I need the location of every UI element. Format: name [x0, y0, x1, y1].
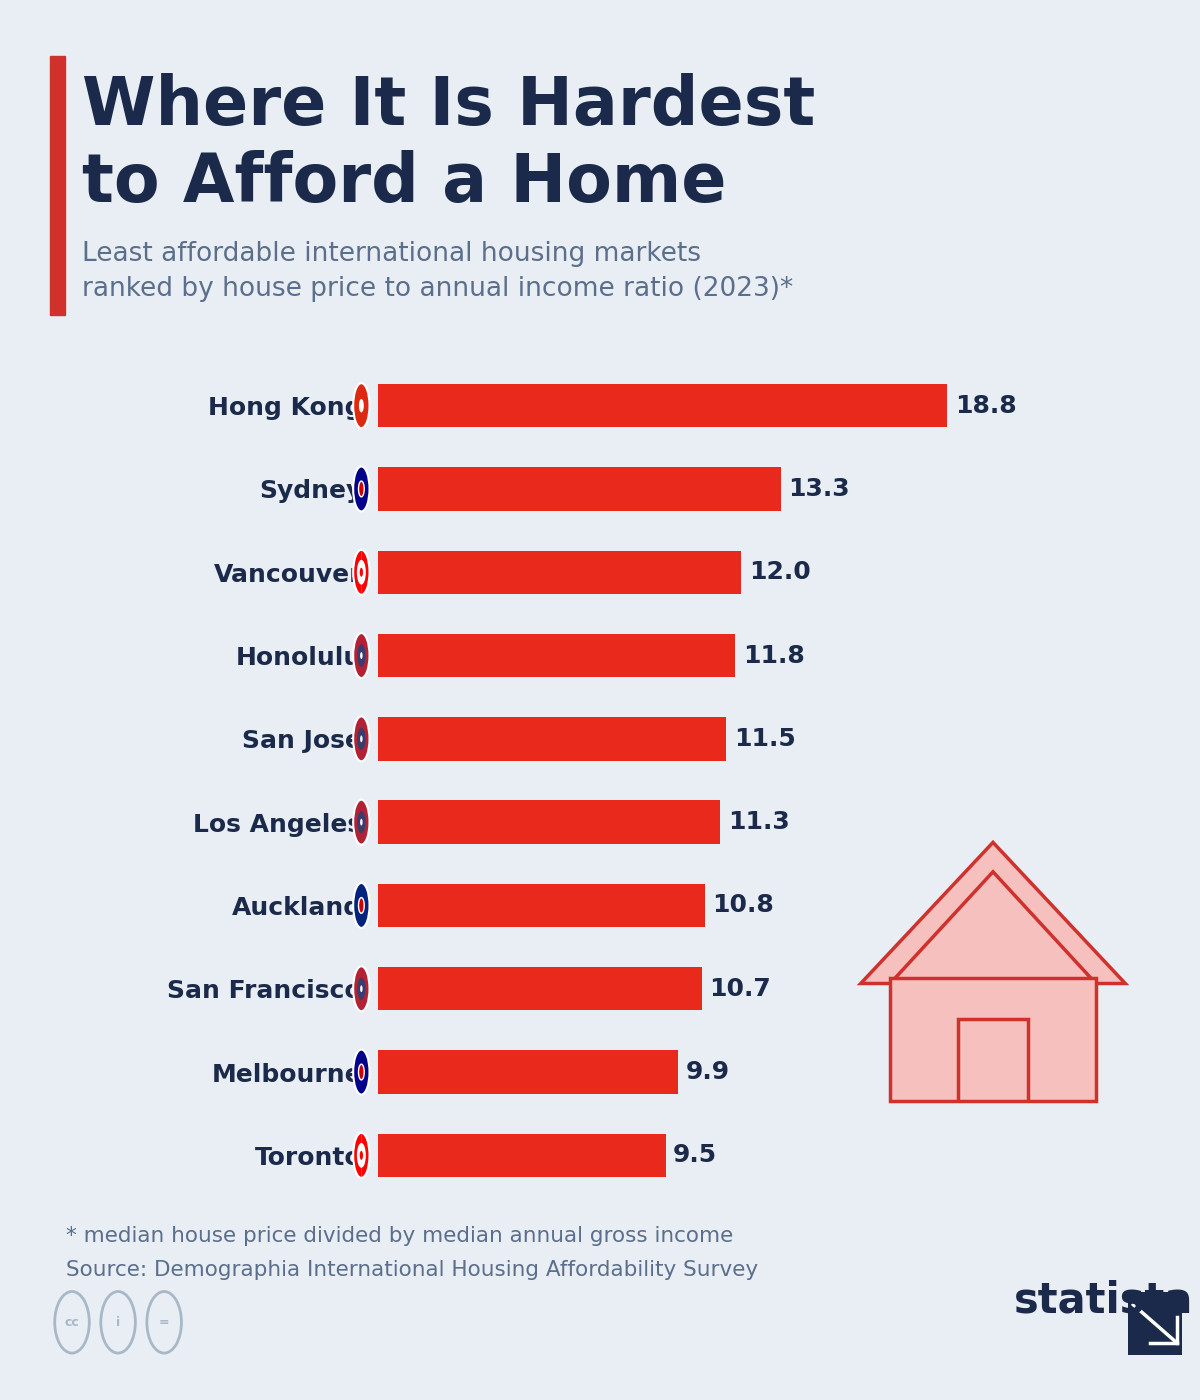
Text: ranked by house price to annual income ratio (2023)*: ranked by house price to annual income r…: [82, 276, 793, 302]
Circle shape: [353, 883, 370, 928]
Circle shape: [358, 977, 366, 1000]
Bar: [378, 883, 704, 927]
Text: 11.8: 11.8: [743, 644, 804, 668]
Circle shape: [359, 1064, 365, 1079]
Text: 18.8: 18.8: [955, 393, 1016, 417]
Wedge shape: [353, 550, 361, 595]
Text: 9.9: 9.9: [685, 1060, 730, 1084]
Text: cc: cc: [65, 1316, 79, 1329]
Circle shape: [356, 1142, 366, 1168]
Text: i: i: [116, 1316, 120, 1329]
Circle shape: [360, 652, 362, 659]
Text: to Afford a Home: to Afford a Home: [82, 150, 726, 216]
Circle shape: [353, 717, 370, 762]
Circle shape: [360, 568, 362, 577]
Circle shape: [353, 966, 370, 1011]
Circle shape: [359, 482, 365, 497]
Text: 11.3: 11.3: [727, 811, 790, 834]
Bar: [378, 1050, 678, 1093]
Circle shape: [360, 819, 362, 826]
Text: 10.8: 10.8: [713, 893, 774, 917]
Text: statista: statista: [1014, 1280, 1193, 1322]
Bar: [378, 634, 736, 678]
Circle shape: [358, 811, 366, 833]
Wedge shape: [353, 1133, 361, 1177]
Circle shape: [353, 633, 370, 678]
Circle shape: [359, 897, 365, 913]
Bar: [378, 550, 742, 594]
Text: Source: Demographia International Housing Affordability Survey: Source: Demographia International Housin…: [66, 1260, 758, 1280]
Bar: [378, 1134, 666, 1177]
Polygon shape: [890, 977, 1096, 1100]
Circle shape: [360, 1151, 362, 1159]
Circle shape: [358, 728, 366, 750]
Circle shape: [358, 644, 366, 666]
Text: 9.5: 9.5: [673, 1144, 718, 1168]
Wedge shape: [361, 550, 370, 595]
Circle shape: [360, 986, 362, 993]
Circle shape: [353, 1050, 370, 1095]
Text: * median house price divided by median annual gross income: * median house price divided by median a…: [66, 1226, 733, 1246]
Text: Where It Is Hardest: Where It Is Hardest: [82, 73, 815, 139]
Text: 13.3: 13.3: [788, 477, 850, 501]
Circle shape: [353, 799, 370, 844]
Bar: [378, 717, 726, 760]
Text: 10.7: 10.7: [709, 977, 772, 1001]
Wedge shape: [361, 1133, 370, 1177]
Circle shape: [353, 384, 370, 428]
Bar: [378, 967, 702, 1011]
Circle shape: [356, 560, 366, 585]
Polygon shape: [860, 843, 1126, 983]
Text: Least affordable international housing markets: Least affordable international housing m…: [82, 241, 701, 267]
Circle shape: [359, 399, 364, 413]
Text: 12.0: 12.0: [749, 560, 810, 584]
Text: 11.5: 11.5: [733, 727, 796, 750]
Text: =: =: [158, 1316, 169, 1329]
Bar: [378, 384, 947, 427]
Circle shape: [360, 735, 362, 742]
Bar: [378, 801, 720, 844]
Circle shape: [353, 466, 370, 511]
Bar: [378, 468, 781, 511]
